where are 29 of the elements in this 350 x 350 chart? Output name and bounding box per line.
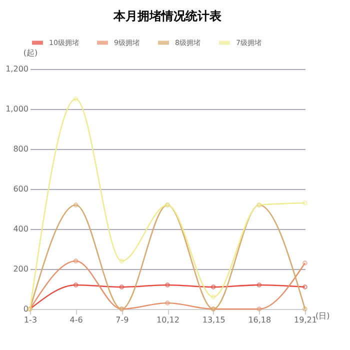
point xyxy=(73,258,78,264)
y-tick-label: 1,200 xyxy=(6,64,28,74)
y-tick-label: 600 xyxy=(13,184,28,194)
y-tick-label: 800 xyxy=(13,144,28,154)
point xyxy=(73,282,78,288)
x-tick-label: 7-9 xyxy=(116,316,129,324)
x-axis-title: (日) xyxy=(316,312,330,320)
y-axis-title: (起) xyxy=(23,48,38,58)
y-tick-label: 400 xyxy=(13,224,28,234)
x-tick-label: 4-6 xyxy=(70,316,83,324)
y-tick-label: 200 xyxy=(13,264,28,274)
y-tick-label: 1,000 xyxy=(6,104,28,114)
point xyxy=(165,282,170,288)
point xyxy=(73,96,78,102)
x-tick-label: 19,21 xyxy=(294,316,317,324)
x-tick-label: 10,12 xyxy=(156,316,180,324)
x-tick-label: 1-3 xyxy=(24,316,38,324)
point xyxy=(210,284,216,290)
point xyxy=(256,282,262,288)
point xyxy=(73,202,78,208)
y-tick-label: 0 xyxy=(23,304,28,314)
point xyxy=(210,294,216,300)
x-tick-label: 13,15 xyxy=(202,316,226,324)
point xyxy=(119,258,124,264)
chart-title: 本月拥堵情况统计表 xyxy=(112,9,222,23)
x-tick-label: 16,18 xyxy=(248,316,272,324)
point xyxy=(119,284,124,290)
point xyxy=(165,300,170,306)
point xyxy=(256,306,262,312)
